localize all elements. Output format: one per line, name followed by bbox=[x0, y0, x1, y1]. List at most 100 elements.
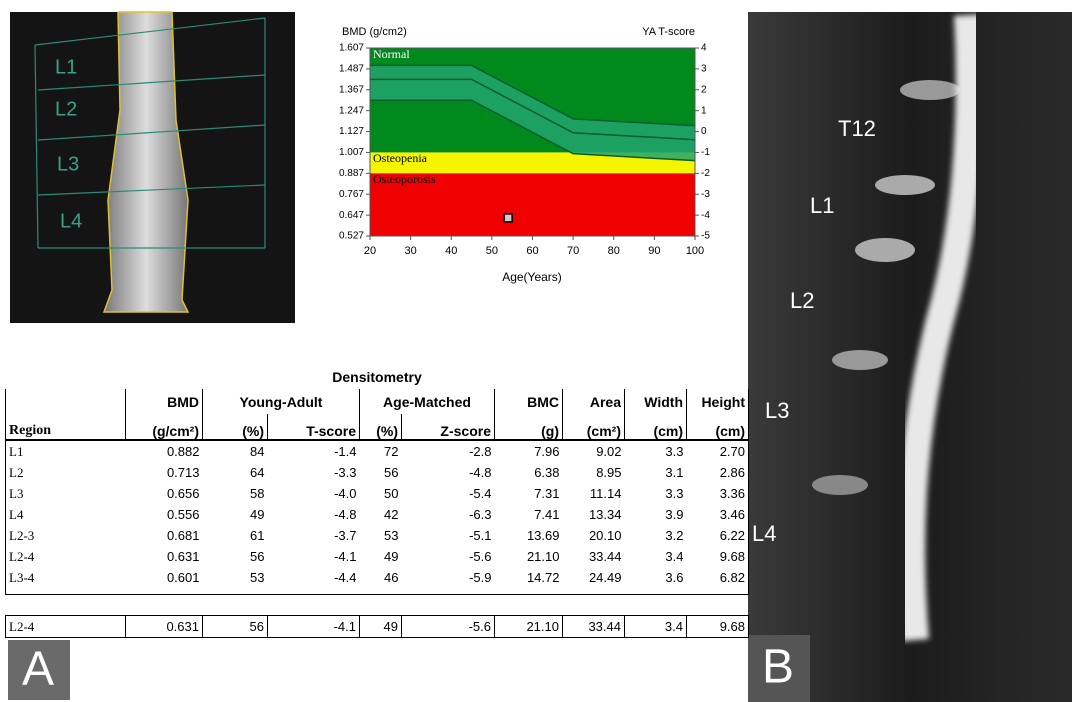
panel-label: B bbox=[762, 641, 794, 694]
zone-label: Osteoporosis bbox=[373, 172, 436, 186]
y2-tick-label: -5 bbox=[701, 231, 710, 242]
data-cell: 61 bbox=[203, 525, 268, 546]
y-tick-label: 0.527 bbox=[339, 231, 364, 242]
data-cell: 11.14 bbox=[563, 483, 625, 504]
data-cell: 0.556 bbox=[126, 504, 203, 525]
data-cell: 2.70 bbox=[687, 440, 749, 462]
data-cell: 0.631 bbox=[126, 546, 203, 567]
data-cell: -6.3 bbox=[402, 504, 495, 525]
header-cell: Area bbox=[563, 389, 625, 414]
x-tick-label: 100 bbox=[686, 245, 704, 257]
x-tick-label: 80 bbox=[608, 245, 620, 257]
mri-label: T12 bbox=[838, 116, 876, 141]
header-cell: Z-score bbox=[402, 414, 495, 440]
data-cell: L3-4 bbox=[6, 567, 126, 588]
y2-tick-label: -1 bbox=[701, 147, 710, 158]
data-cell: 20.10 bbox=[563, 525, 625, 546]
dxa-label: L3 bbox=[57, 153, 79, 175]
data-cell: 0.631 bbox=[126, 616, 203, 638]
data-cell: 6.38 bbox=[495, 462, 563, 483]
data-cell: -4.0 bbox=[268, 483, 360, 504]
header-row: BMDYoung-AdultAge-MatchedBMCAreaWidthHei… bbox=[6, 389, 749, 414]
data-cell: L4 bbox=[6, 504, 126, 525]
data-cell: 13.69 bbox=[495, 525, 563, 546]
x-tick-label: 40 bbox=[445, 245, 457, 257]
x-axis-label: Age(Years) bbox=[502, 270, 562, 284]
data-cell: 84 bbox=[203, 440, 268, 462]
data-cell: 56 bbox=[203, 546, 268, 567]
y2-tick-label: 3 bbox=[701, 64, 707, 75]
data-cell: 2.86 bbox=[687, 462, 749, 483]
data-cell: 3.36 bbox=[687, 483, 749, 504]
data-cell: 72 bbox=[360, 440, 402, 462]
data-cell: 21.10 bbox=[495, 546, 563, 567]
data-cell: -5.9 bbox=[402, 567, 495, 588]
y2-tick-label: 4 bbox=[701, 43, 707, 54]
data-cell: 0.882 bbox=[126, 440, 203, 462]
y-axis-label: BMD (g/cm2) bbox=[342, 26, 407, 38]
y-tick-label: 1.127 bbox=[339, 126, 364, 137]
data-cell: 50 bbox=[360, 483, 402, 504]
header-cell: (g) bbox=[495, 414, 563, 440]
header-cell: T-score bbox=[268, 414, 360, 440]
data-cell: 53 bbox=[360, 525, 402, 546]
data-cell: 33.44 bbox=[563, 616, 625, 638]
data-cell: -5.6 bbox=[402, 616, 495, 638]
data-cell: -4.1 bbox=[268, 616, 360, 638]
data-cell: 9.68 bbox=[687, 546, 749, 567]
data-cell: 7.31 bbox=[495, 483, 563, 504]
data-cell: 49 bbox=[203, 504, 268, 525]
data-cell: 7.41 bbox=[495, 504, 563, 525]
data-cell: 21.10 bbox=[495, 616, 563, 638]
data-cell: 6.22 bbox=[687, 525, 749, 546]
header-cell: Young-Adult bbox=[203, 389, 360, 414]
y-tick-label: 1.007 bbox=[339, 147, 364, 158]
header-cell: BMD bbox=[126, 389, 203, 414]
data-cell: 0.713 bbox=[126, 462, 203, 483]
data-cell: 8.95 bbox=[563, 462, 625, 483]
data-cell: 24.49 bbox=[563, 567, 625, 588]
data-cell: 53 bbox=[203, 567, 268, 588]
data-cell: 64 bbox=[203, 462, 268, 483]
data-cell: -3.7 bbox=[268, 525, 360, 546]
figure: A B BMD (g/cm2) YA T-score Age(Years) No… bbox=[0, 0, 1072, 702]
data-cell: 46 bbox=[360, 567, 402, 588]
y-tick-label: 1.367 bbox=[339, 84, 364, 95]
data-cell: -4.8 bbox=[268, 504, 360, 525]
y2-tick-label: 1 bbox=[701, 105, 707, 116]
panel-label: A bbox=[22, 643, 54, 696]
mri-label: L2 bbox=[790, 288, 814, 313]
mri-label: L4 bbox=[752, 521, 776, 546]
x-tick-label: 30 bbox=[405, 245, 417, 257]
y2-tick-label: 0 bbox=[701, 126, 707, 137]
header-cell: BMC bbox=[495, 389, 563, 414]
data-cell: 3.3 bbox=[625, 440, 687, 462]
data-cell: L2 bbox=[6, 462, 126, 483]
y-tick-label: 0.887 bbox=[339, 168, 364, 179]
data-cell: 3.1 bbox=[625, 462, 687, 483]
header-cell: Width bbox=[625, 389, 687, 414]
data-cell: 49 bbox=[360, 546, 402, 567]
y2-tick-label: -4 bbox=[701, 210, 710, 221]
data-cell: -3.3 bbox=[268, 462, 360, 483]
header-cell: (%) bbox=[360, 414, 402, 440]
y-tick-label: 0.647 bbox=[339, 210, 364, 221]
y-tick-label: 1.247 bbox=[339, 105, 364, 116]
data-row: L10.88284-1.472-2.87.969.023.32.70 bbox=[6, 440, 749, 462]
x-tick-label: 50 bbox=[486, 245, 498, 257]
data-cell: 0.681 bbox=[126, 525, 203, 546]
header-cell: (cm²) bbox=[563, 414, 625, 440]
data-cell: 3.9 bbox=[625, 504, 687, 525]
y-tick-label: 1.487 bbox=[339, 64, 364, 75]
data-cell: L2-4 bbox=[6, 546, 126, 567]
data-cell: 3.6 bbox=[625, 567, 687, 588]
dxa-label: L1 bbox=[55, 56, 77, 78]
header-row: Region(g/cm²)(%)T-score(%)Z-score(g)(cm²… bbox=[6, 414, 749, 440]
header-cell: Region bbox=[6, 414, 126, 440]
patient-marker bbox=[504, 214, 512, 222]
header-cell: Age-Matched bbox=[360, 389, 495, 414]
